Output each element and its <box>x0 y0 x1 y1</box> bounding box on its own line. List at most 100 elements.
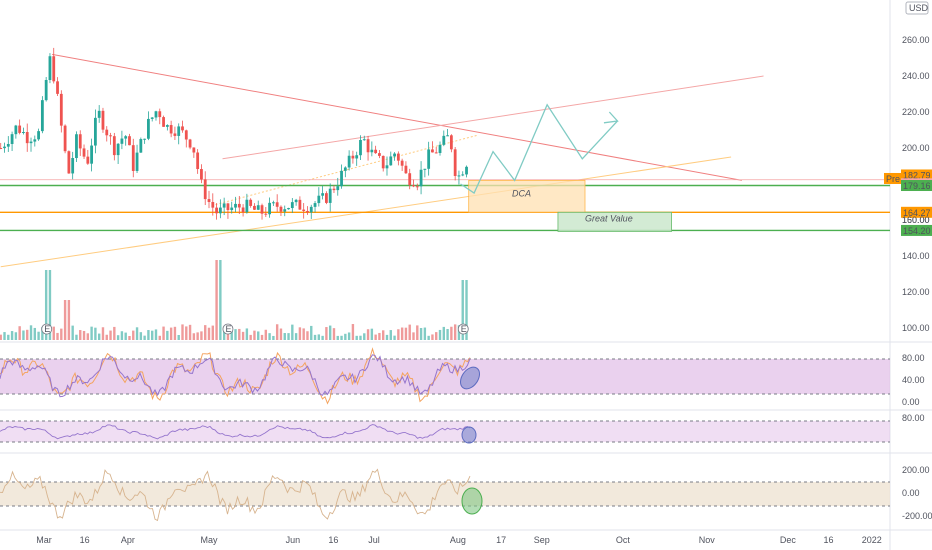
time-axis-label: 16 <box>328 535 338 545</box>
candle-body <box>135 152 139 171</box>
price-tick-label: 240.00 <box>902 71 930 81</box>
volume-bar <box>279 328 283 340</box>
volume-bar <box>427 335 430 340</box>
volume-bar <box>29 325 33 340</box>
candle-body <box>158 111 162 118</box>
candle-body <box>143 138 147 140</box>
candle-body <box>230 207 234 211</box>
earnings-marker-label: E <box>461 324 467 334</box>
volume-bar <box>321 335 324 340</box>
volume-bar <box>109 330 112 340</box>
volume-bar <box>147 330 150 340</box>
time-axis-label: 16 <box>823 535 833 545</box>
volume-bar <box>211 325 214 340</box>
candle-body <box>381 155 385 169</box>
volume-bar <box>14 332 18 340</box>
price-axis-tag <box>901 169 932 181</box>
oscillator1-tick-label: 0.00 <box>902 397 920 407</box>
price-axis-tag <box>901 180 932 192</box>
time-axis-label: Jun <box>286 535 301 545</box>
volume-bar <box>7 334 10 340</box>
time-axis-label: Nov <box>699 535 716 545</box>
candle-body <box>366 139 370 153</box>
candle-body <box>67 151 71 174</box>
volume-bar <box>48 270 52 340</box>
candle-body <box>408 173 412 186</box>
volume-bar <box>139 332 143 340</box>
volume-bar <box>457 325 461 340</box>
time-axis-label: 16 <box>80 535 90 545</box>
earnings-marker <box>41 323 53 335</box>
volume-bar <box>253 330 256 340</box>
volume-bar <box>124 332 127 340</box>
candle-body <box>0 148 3 149</box>
volume-bar <box>60 328 63 340</box>
candle-body <box>59 93 63 126</box>
candle-body <box>427 149 431 169</box>
candle-body <box>298 199 302 210</box>
volume-bar <box>249 334 252 340</box>
price-axis-tag-label: 164.27 <box>903 208 931 218</box>
descending-trendline <box>52 53 742 181</box>
time-axis-label: Oct <box>616 535 631 545</box>
candle-body <box>90 145 94 164</box>
volume-bar <box>158 335 161 340</box>
volume-bar <box>298 327 302 340</box>
projection-path <box>460 103 618 194</box>
volume-bar <box>310 325 313 340</box>
volume-bar <box>257 331 260 340</box>
volume-bar <box>340 335 343 340</box>
candle-body <box>431 149 434 153</box>
candle-body <box>29 141 33 144</box>
volume-bar <box>385 334 389 340</box>
candle-body <box>237 203 241 208</box>
candle-body <box>78 134 82 149</box>
candle-body <box>120 138 124 144</box>
time-axis-label: Dec <box>780 535 797 545</box>
volume-bar <box>75 334 78 340</box>
projection-arrowhead <box>603 111 619 124</box>
volume-bar <box>355 335 358 340</box>
candle-body <box>359 139 362 156</box>
candle-body <box>165 125 169 127</box>
candle-body <box>340 170 343 187</box>
earnings-marker <box>457 323 469 335</box>
candle-body <box>400 160 404 166</box>
candle-body <box>22 132 25 134</box>
volume-bar <box>41 327 44 340</box>
currency-box <box>905 1 929 15</box>
candle-body <box>147 118 150 139</box>
candle-body <box>309 206 313 213</box>
volume-bar <box>389 330 392 340</box>
price-axis-tag-label: 182.79 <box>903 170 931 180</box>
candle-body <box>222 203 226 208</box>
candle-body <box>415 186 419 188</box>
volume-bar <box>241 331 245 340</box>
volume-bar <box>3 332 6 340</box>
candle-body <box>283 209 287 212</box>
oscillator3-tick-label: -200.00 <box>902 511 932 521</box>
candle-body <box>71 158 75 174</box>
candle-body <box>313 203 317 207</box>
volume-bar <box>135 327 139 340</box>
price-tick-label: 220.00 <box>902 107 930 117</box>
candle-body <box>169 125 173 134</box>
candle-body <box>215 207 218 214</box>
candle-body <box>434 152 438 154</box>
candle-body <box>116 143 120 156</box>
candle-body <box>33 139 37 142</box>
candle-body <box>177 126 181 136</box>
volume-bar <box>397 329 400 340</box>
earnings-marker-label: E <box>225 324 231 334</box>
volume-bar <box>446 329 449 340</box>
candle-body <box>245 199 249 213</box>
volume-bar <box>382 330 385 340</box>
candle-body <box>86 156 90 164</box>
candle-body <box>396 153 400 161</box>
time-axis-label: 17 <box>496 535 506 545</box>
time-axis-label: Mar <box>36 535 52 545</box>
candle-body <box>461 174 465 176</box>
candle-body <box>44 80 48 101</box>
candle-body <box>14 125 18 135</box>
volume-bar <box>101 327 105 340</box>
